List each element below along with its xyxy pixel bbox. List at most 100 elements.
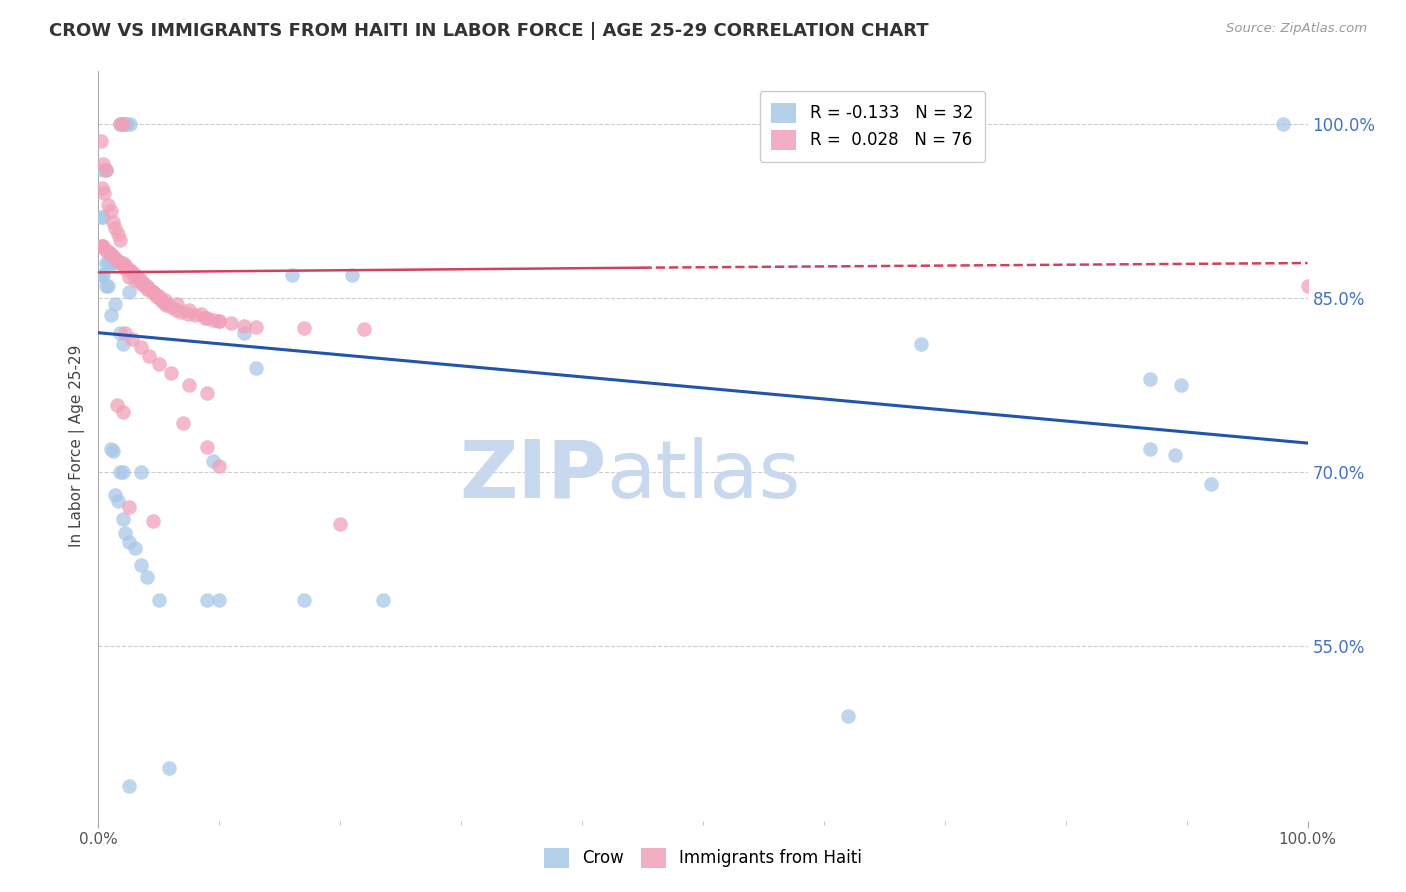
- Point: [148, 593, 170, 607]
- Point: [118, 500, 141, 514]
- Point: [104, 296, 127, 310]
- Point: [97, 244, 120, 259]
- Point: [837, 709, 859, 723]
- Point: [124, 273, 146, 287]
- Point: [118, 270, 141, 285]
- Point: [107, 227, 129, 241]
- Point: [135, 282, 157, 296]
- Point: [138, 282, 160, 296]
- Point: [118, 779, 141, 793]
- Point: [101, 256, 124, 270]
- Point: [108, 465, 131, 479]
- Point: [97, 279, 120, 293]
- Point: [101, 249, 124, 263]
- Point: [195, 386, 218, 401]
- Point: [184, 308, 207, 322]
- Point: [195, 593, 218, 607]
- Point: [114, 258, 136, 272]
- Point: [1139, 372, 1161, 386]
- Point: [94, 279, 117, 293]
- Point: [232, 326, 254, 340]
- Point: [104, 252, 127, 266]
- Point: [118, 263, 141, 277]
- Point: [1163, 448, 1185, 462]
- Point: [195, 310, 218, 325]
- Point: [245, 320, 267, 334]
- Point: [202, 313, 225, 327]
- Point: [166, 296, 188, 310]
- Point: [111, 465, 134, 479]
- Point: [90, 210, 112, 224]
- Point: [177, 307, 200, 321]
- Point: [111, 337, 134, 351]
- Point: [129, 465, 152, 479]
- Point: [114, 525, 136, 540]
- Point: [190, 307, 212, 321]
- Point: [108, 117, 131, 131]
- Point: [160, 367, 183, 381]
- Point: [111, 256, 134, 270]
- Point: [90, 134, 112, 148]
- Point: [101, 215, 124, 229]
- Point: [141, 284, 163, 298]
- Point: [114, 261, 136, 276]
- Point: [281, 268, 304, 282]
- Point: [232, 318, 254, 333]
- Text: atlas: atlas: [606, 437, 800, 515]
- Point: [91, 268, 114, 282]
- Point: [124, 268, 146, 282]
- Point: [118, 285, 141, 299]
- Point: [1272, 117, 1295, 131]
- Point: [342, 268, 364, 282]
- Point: [127, 270, 149, 285]
- Point: [128, 272, 150, 286]
- Point: [292, 593, 315, 607]
- Point: [94, 256, 117, 270]
- Point: [152, 295, 174, 310]
- Point: [142, 514, 165, 528]
- Point: [97, 256, 120, 270]
- Point: [129, 558, 152, 572]
- Point: [118, 117, 141, 131]
- Point: [124, 268, 146, 282]
- Point: [111, 511, 134, 525]
- Legend: Crow, Immigrants from Haiti: Crow, Immigrants from Haiti: [537, 841, 869, 875]
- Point: [208, 459, 231, 474]
- Text: ZIP: ZIP: [458, 437, 606, 515]
- Point: [104, 488, 127, 502]
- Point: [93, 186, 115, 201]
- Point: [157, 761, 180, 775]
- Point: [111, 405, 134, 419]
- Point: [114, 117, 136, 131]
- Point: [910, 337, 932, 351]
- Point: [94, 244, 117, 259]
- Point: [108, 117, 131, 131]
- Text: Source: ZipAtlas.com: Source: ZipAtlas.com: [1226, 22, 1367, 36]
- Point: [124, 541, 146, 555]
- Point: [129, 340, 152, 354]
- Point: [94, 163, 117, 178]
- Point: [100, 246, 122, 260]
- Point: [195, 440, 218, 454]
- Point: [202, 453, 225, 467]
- Point: [108, 326, 131, 340]
- Legend: R = -0.133   N = 32, R =  0.028   N = 76: R = -0.133 N = 32, R = 0.028 N = 76: [759, 91, 984, 161]
- Point: [179, 302, 201, 317]
- Point: [104, 221, 127, 235]
- Point: [114, 326, 136, 340]
- Point: [179, 378, 201, 392]
- Point: [108, 256, 131, 270]
- Point: [221, 317, 243, 331]
- Point: [90, 268, 112, 282]
- Point: [208, 314, 231, 328]
- Point: [150, 293, 173, 308]
- Point: [245, 360, 267, 375]
- Point: [292, 321, 315, 335]
- Point: [100, 308, 122, 322]
- Point: [91, 238, 114, 252]
- Point: [1296, 279, 1319, 293]
- Point: [142, 285, 165, 299]
- Point: [155, 298, 177, 312]
- Point: [91, 180, 114, 194]
- Point: [194, 310, 217, 325]
